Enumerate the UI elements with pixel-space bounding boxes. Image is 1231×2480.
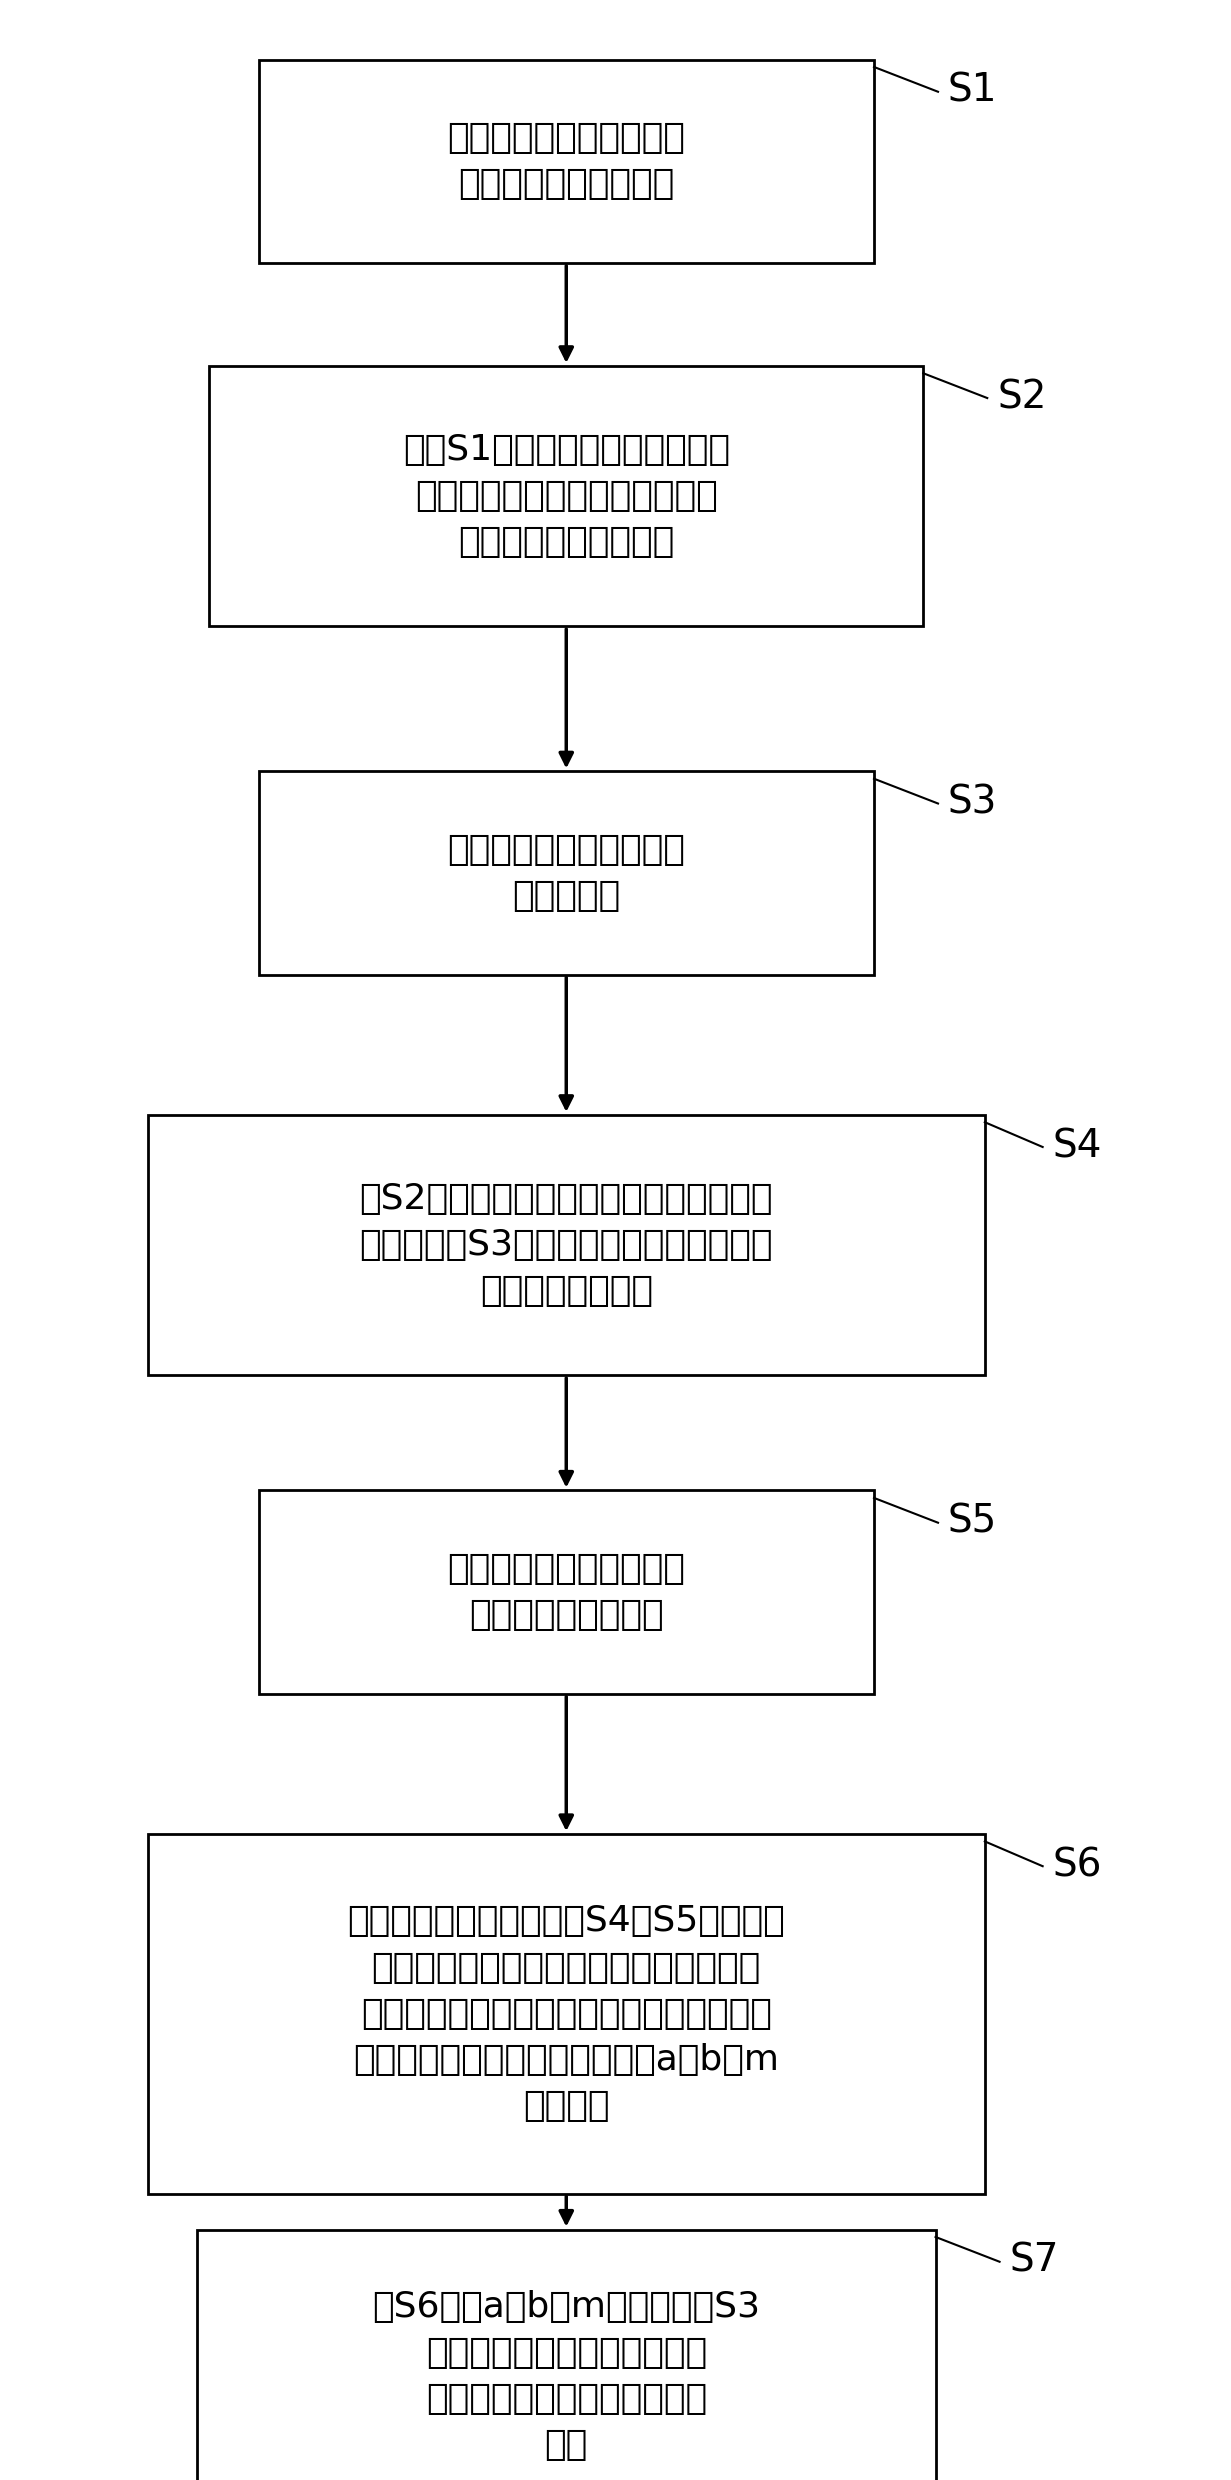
Text: 根据入渗实验，确定土壤
含水率的实际测量值: 根据入渗实验，确定土壤 含水率的实际测量值	[447, 1552, 686, 1632]
Text: 建立一维垂直土壤水分运
动数学模型: 建立一维垂直土壤水分运 动数学模型	[447, 833, 686, 913]
Bar	[209, 365, 923, 625]
Text: 将S6中的a、b、m最优值带入S3
中的一维垂直土壤水分运动数
学模型中计算出土壤水分特征
参数: 将S6中的a、b、m最优值带入S3 中的一维垂直土壤水分运动数 学模型中计算出土…	[372, 2289, 761, 2463]
Text: 建立最优化目标函数，将S4和S5中的土壤
含水率理论值计算公式和土壤含水率的实
际测量值带入目标函数中，并根据改进的分
段禁忌算法进行优化，以确定出a、b、m
: 建立最优化目标函数，将S4和S5中的土壤 含水率理论值计算公式和土壤含水率的实 …	[347, 1905, 785, 2123]
Text: 将S2中的土壤非饱和导水率和土壤水分扩
散率带入到S3的模型中，转化为土壤含水
率理论值计算公式: 将S2中的土壤非饱和导水率和土壤水分扩 散率带入到S3的模型中，转化为土壤含水 …	[359, 1183, 773, 1307]
Bar	[197, 2230, 936, 2480]
Text: S2: S2	[997, 377, 1046, 417]
Bar	[148, 1116, 985, 1374]
Text: 通过实验测量获取土壤饱
和导水率和饱和含水量: 通过实验测量获取土壤饱 和导水率和饱和含水量	[447, 122, 686, 201]
Bar	[259, 60, 874, 263]
Text: S3: S3	[948, 784, 997, 821]
Text: S7: S7	[1009, 2242, 1059, 2279]
Bar	[148, 1835, 985, 2192]
Bar	[259, 1490, 874, 1694]
Text: S4: S4	[1053, 1126, 1102, 1166]
Text: S1: S1	[948, 72, 997, 109]
Text: 根据S1中的土壤饱和导水率和饱
和含水量，计算出土壤非饱和导
水率和土壤水分扩散率: 根据S1中的土壤饱和导水率和饱 和含水量，计算出土壤非饱和导 水率和土壤水分扩散…	[403, 434, 730, 558]
Text: S6: S6	[1053, 1845, 1102, 1885]
Bar	[259, 771, 874, 975]
Text: S5: S5	[948, 1503, 997, 1540]
